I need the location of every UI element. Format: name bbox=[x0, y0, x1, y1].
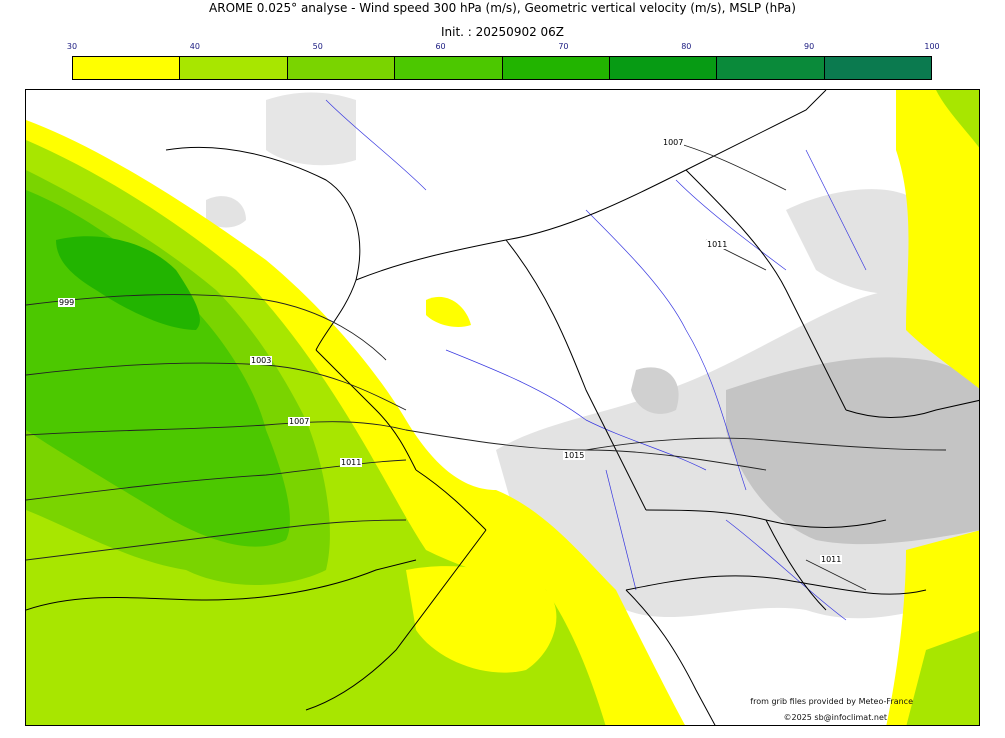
isobar-label: 1003 bbox=[250, 356, 273, 365]
isobar-label: 1015 bbox=[563, 451, 586, 460]
colorbar-tick-label: 30 bbox=[66, 42, 78, 51]
colorbar-segment bbox=[502, 57, 610, 79]
colorbar-segment bbox=[824, 57, 931, 79]
colorbar-segment bbox=[287, 57, 396, 79]
weather-map[interactable]: 999 1003 1007 1011 1015 1007 1011 1011 bbox=[25, 89, 980, 726]
isobar-label: 1011 bbox=[820, 555, 843, 564]
colorbar-tick-label: 40 bbox=[189, 42, 200, 51]
colorbar-tick-label: 70 bbox=[558, 42, 569, 51]
colorbar-segment bbox=[395, 57, 503, 79]
wind-speed-fill bbox=[26, 90, 979, 725]
borders bbox=[26, 90, 979, 725]
isobar-label: 1011 bbox=[340, 458, 363, 467]
isobar-label: 1007 bbox=[288, 417, 311, 426]
isobar-label: 1007 bbox=[662, 138, 685, 147]
chart-title: AROME 0.025° analyse - Wind speed 300 hP… bbox=[209, 1, 796, 15]
isobar-label: 1011 bbox=[706, 240, 729, 249]
colorbar-segment bbox=[180, 57, 288, 79]
isobar-label: 999 bbox=[58, 298, 76, 307]
rivers bbox=[325, 99, 867, 621]
data-source-credit: from grib files provided by Meteo-France bbox=[750, 697, 913, 706]
colorbar-tick-label: 100 bbox=[924, 42, 940, 51]
colorbar-tick-label: 50 bbox=[312, 42, 323, 51]
copyright-credit: ©2025 sb@infoclimat.net bbox=[783, 713, 888, 722]
colorbar-segment bbox=[609, 57, 718, 79]
colorbar-tick-label: 80 bbox=[681, 42, 692, 51]
map-canvas bbox=[26, 90, 979, 725]
colorbar bbox=[72, 56, 932, 80]
colorbar-tick-label: 90 bbox=[804, 42, 815, 51]
colorbar-segment bbox=[717, 57, 825, 79]
colorbar-tick-label: 60 bbox=[435, 42, 446, 51]
colorbar-segment bbox=[73, 57, 181, 79]
init-time: Init. : 20250902 06Z bbox=[440, 25, 565, 39]
